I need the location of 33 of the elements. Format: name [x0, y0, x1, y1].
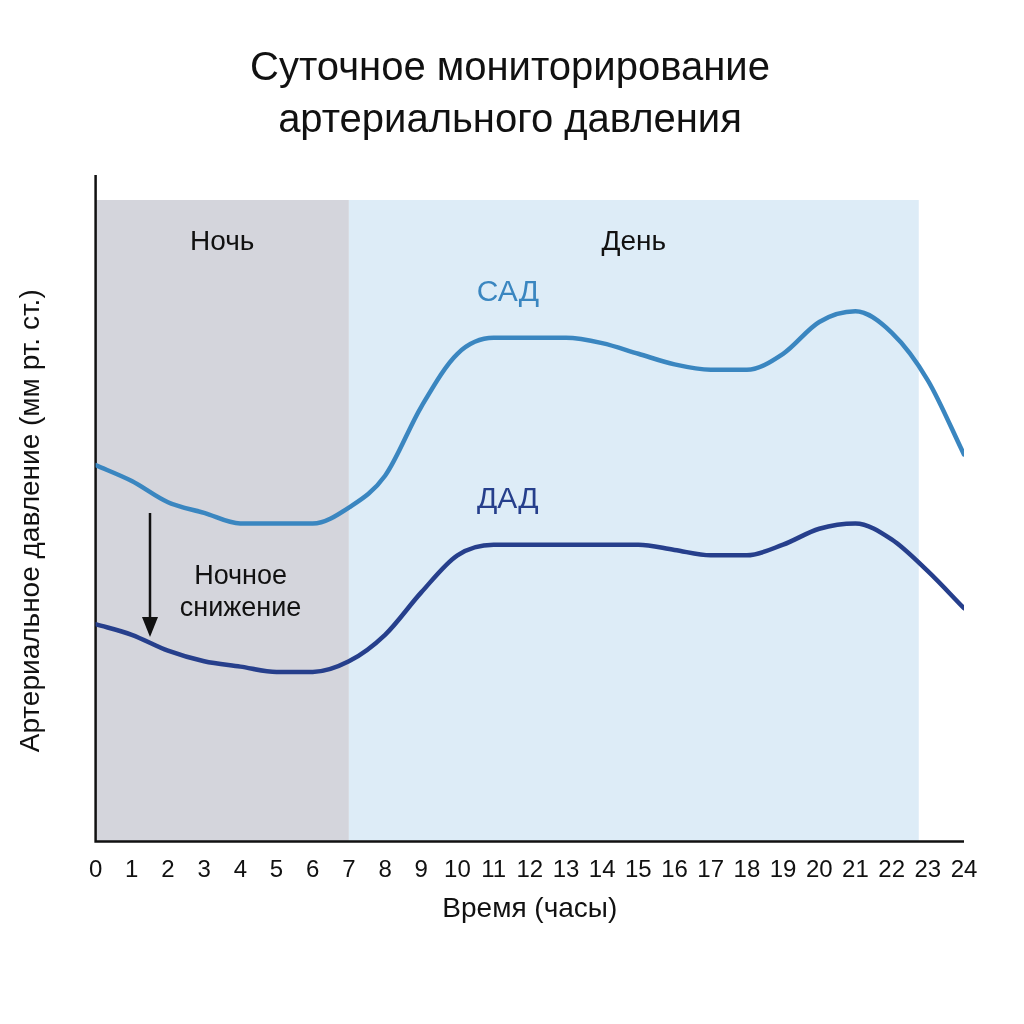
x-tick-label: 17: [697, 854, 725, 882]
x-tick-label: 13: [552, 854, 580, 882]
x-tick-label: 1: [125, 854, 139, 882]
x-tick-label: 15: [625, 854, 652, 882]
band-label: День: [601, 224, 667, 256]
x-axis-title: Время (часы): [442, 891, 618, 923]
x-tick-label: 24: [950, 854, 978, 882]
x-tick-label: 0: [88, 854, 103, 882]
x-tick-label: 9: [414, 854, 428, 882]
x-tick-label: 2: [161, 854, 175, 882]
x-tick-label: 21: [842, 854, 869, 882]
chart-title: Суточное мониторирование артериального давления: [249, 43, 771, 142]
x-tick-label: 11: [481, 854, 507, 882]
x-tick-label: 10: [444, 854, 471, 882]
x-tick-label: 12: [516, 854, 544, 882]
y-axis-title: Артериальное давление (мм рт. ст.): [13, 289, 45, 753]
x-tick-label: 8: [378, 854, 392, 882]
x-tick-label: 20: [805, 854, 833, 882]
x-tick-label: 3: [197, 854, 211, 882]
x-tick-label: 4: [233, 854, 248, 882]
annotation: Ночное снижение: [179, 559, 302, 622]
x-tick-label: 23: [914, 854, 942, 882]
x-tick-label: 5: [269, 854, 284, 882]
band-label: Ночь: [190, 224, 255, 256]
x-tick-label: 7: [342, 854, 356, 882]
x-tick-label: 16: [661, 854, 688, 882]
x-tick-label: 14: [588, 854, 616, 882]
x-tick-label: 22: [878, 854, 905, 882]
x-tick-label: 6: [306, 854, 320, 882]
series-label: ДАД: [476, 480, 539, 514]
x-tick-label: 19: [769, 854, 797, 882]
x-tick-label: 18: [733, 854, 761, 882]
series-label: САД: [476, 274, 539, 308]
